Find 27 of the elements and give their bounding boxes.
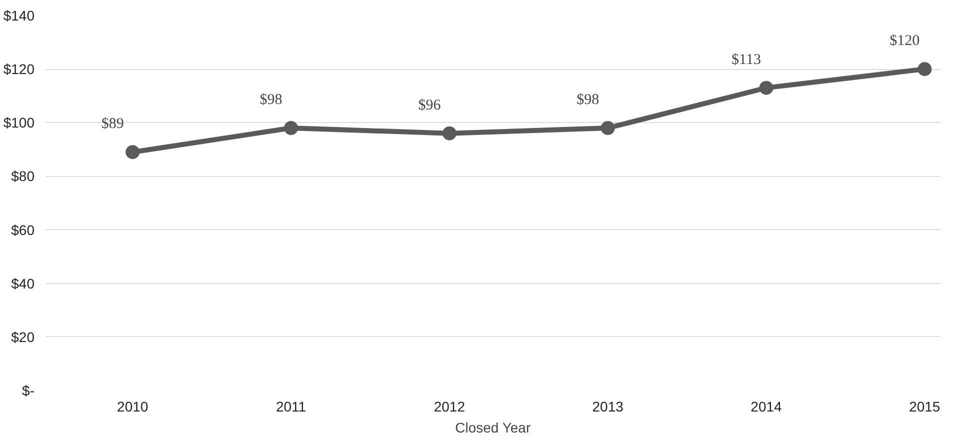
data-label: $89 <box>101 116 124 132</box>
x-tick-label: 2010 <box>117 398 148 414</box>
y-tick-label: $100 <box>3 114 35 131</box>
y-tick-label: $120 <box>3 61 35 78</box>
data-label: $98 <box>260 92 282 108</box>
data-label: $98 <box>576 92 600 108</box>
data-label: $120 <box>890 33 920 50</box>
x-axis-title: Closed Year <box>455 420 531 436</box>
point <box>918 62 932 76</box>
y-tick-label: $40 <box>11 275 35 292</box>
y-tick-label: $- <box>22 382 35 398</box>
x-tick-label: 2014 <box>750 398 782 414</box>
x-tick-label: 2015 <box>909 398 940 414</box>
x-tick-label: 2012 <box>434 398 466 414</box>
point <box>759 80 774 95</box>
y-tick-label: $60 <box>11 222 35 238</box>
point <box>442 126 456 140</box>
data-label: $96 <box>418 97 442 114</box>
x-tick-label: 2013 <box>592 398 624 414</box>
data-label: $113 <box>732 52 761 68</box>
point <box>126 145 140 160</box>
x-tick-label: 2011 <box>276 398 306 414</box>
y-tick-label: $20 <box>11 328 35 345</box>
point <box>600 121 615 135</box>
point <box>284 121 298 135</box>
y-tick-label: $80 <box>11 168 35 184</box>
y-tick-label: $140 <box>3 8 35 24</box>
